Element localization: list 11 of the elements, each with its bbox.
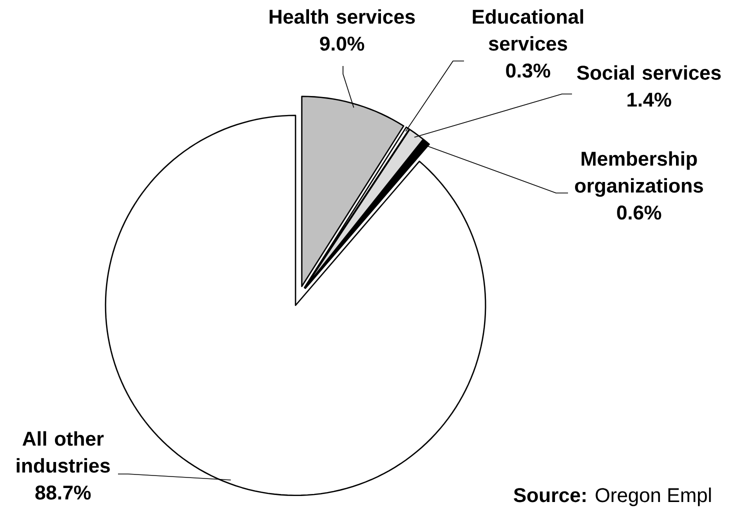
data-label: 0.6%	[617, 206, 662, 220]
slice-label: Social services	[577, 65, 721, 80]
data-label: 9.0%	[320, 36, 364, 51]
slice-label: Membership organizations	[575, 151, 703, 197]
text: Source: Oregon Empl	[514, 488, 711, 506]
data-label: 88.7%	[35, 486, 91, 500]
data-label: 1.4%	[628, 92, 672, 107]
slice-label: Health services	[270, 9, 415, 24]
slice-label: Educational services	[472, 9, 584, 51]
slice-label: All other industries	[16, 431, 110, 473]
data-label: 0.3%	[506, 64, 550, 78]
